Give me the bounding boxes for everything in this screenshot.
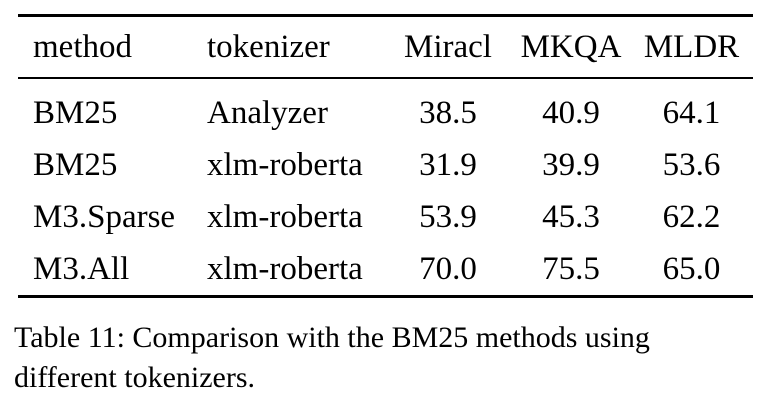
table-caption: Table 11: Comparison with the BM25 metho… (14, 321, 650, 394)
table-row: M3.Sparse xlm-roberta 53.9 45.3 62.2 (18, 191, 753, 243)
table-cell: 70.0 (419, 250, 477, 287)
table-cell: M3.Sparse (33, 198, 176, 235)
column-header-method: method (33, 28, 132, 65)
column-header-mkqa: MKQA (520, 28, 622, 65)
table-header-row: method tokenizer Miracl MKQA MLDR (18, 16, 753, 78)
table-body: BM25 Analyzer 38.5 40.9 64.1 BM25 xlm-roberta 3… (18, 78, 753, 297)
table-cell: BM25 (33, 146, 118, 183)
table-cell: xlm-roberta (207, 198, 363, 235)
table-cell: xlm-roberta (207, 250, 363, 287)
table-row: M3.All xlm-roberta 70.0 75.5 65.0 (18, 243, 753, 297)
table-header: method tokenizer Miracl MKQA MLDR (18, 16, 753, 78)
table-row: BM25 Analyzer 38.5 40.9 64.1 (18, 78, 753, 139)
results-table: method tokenizer Miracl MKQA MLDR BM25 Analyz… (18, 14, 753, 298)
column-header-tokenizer: tokenizer (207, 28, 330, 65)
table-cell: Analyzer (207, 94, 328, 131)
table-cell: 62.2 (662, 198, 721, 235)
table-cell: 39.9 (542, 146, 600, 183)
table-cell: 75.5 (542, 250, 600, 287)
table-cell: 53.9 (419, 198, 477, 235)
column-header-miracl: Miracl (404, 28, 492, 65)
table-cell: 64.1 (662, 94, 721, 131)
table-cell: 31.9 (419, 146, 477, 183)
table-cell: 65.0 (662, 250, 721, 287)
table-cell: M3.All (33, 250, 130, 287)
table-cell: BM25 (33, 94, 118, 131)
table-cell: 38.5 (419, 94, 477, 131)
table-cell: xlm-roberta (207, 146, 363, 183)
table-row: BM25 xlm-roberta 31.9 39.9 53.6 (18, 139, 753, 191)
table-cell: 53.6 (662, 146, 721, 183)
column-header-mldr: MLDR (643, 28, 740, 65)
table-cell: 45.3 (542, 198, 600, 235)
table-cell: 40.9 (542, 94, 600, 131)
